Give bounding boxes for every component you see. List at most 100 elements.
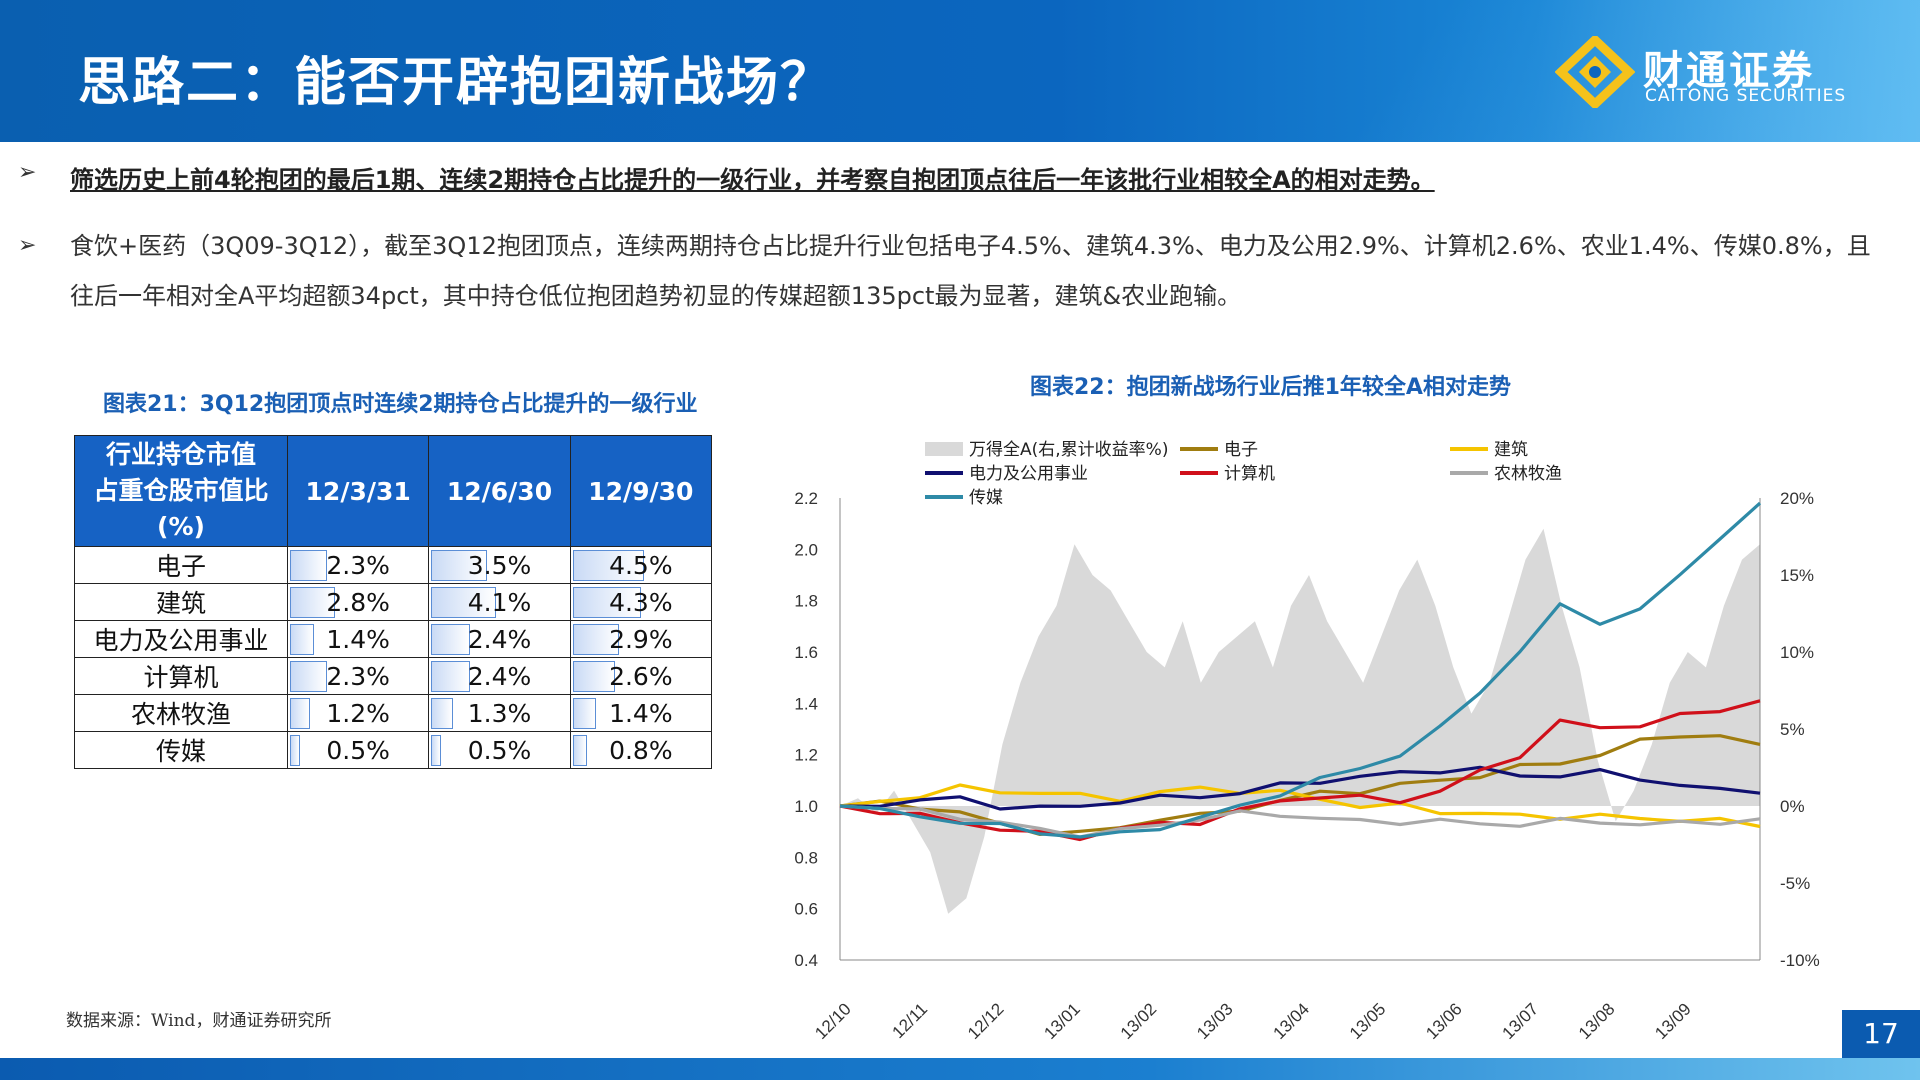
x-tick-label: 13/04 — [1269, 999, 1313, 1040]
data-bar — [290, 587, 336, 618]
bullet-text: 筛选历史上前4轮抱团的最后1期、连续2期持仓占比提升的一级行业，并考察自抱团顶点… — [70, 166, 1435, 194]
x-tick-label: 13/07 — [1499, 999, 1543, 1040]
value-cell: 2.4% — [428, 657, 571, 695]
data-bar — [431, 624, 471, 655]
legend-label: 传媒 — [969, 488, 1003, 508]
value-cell: 4.5% — [569, 546, 713, 584]
cell-value: 2.3% — [326, 661, 390, 691]
legend-label: 万得全A(右,累计收益率%) — [969, 440, 1168, 460]
value-cell: 0.5% — [428, 731, 571, 769]
data-bar — [431, 587, 497, 618]
cell-value: 4.1% — [467, 587, 532, 617]
value-cell: 1.2% — [286, 694, 430, 732]
value-cell: 4.3% — [569, 583, 713, 621]
data-bar — [572, 735, 587, 766]
y-tick-label: 1.6 — [794, 643, 818, 662]
bullet-arrow-icon: ➢ — [18, 233, 37, 258]
x-tick-label: 13/02 — [1117, 999, 1161, 1040]
cell-value: 4.5% — [609, 550, 673, 580]
y-tick-label: 0.6 — [794, 900, 818, 919]
industry-cell: 电子 — [74, 546, 288, 584]
industry-cell: 计算机 — [74, 657, 288, 695]
y2-tick-label: 15% — [1780, 566, 1814, 585]
logo-name-en: CAITONG SECURITIES — [1645, 86, 1847, 106]
data-source: 数据来源：Wind，财通证券研究所 — [66, 1011, 332, 1031]
y2-tick-label: -10% — [1780, 951, 1820, 970]
x-tick-label: 13/08 — [1575, 999, 1619, 1040]
logo-emblem-icon — [1555, 36, 1635, 108]
column-header: 12/3/31 — [286, 435, 430, 547]
data-bar — [290, 624, 314, 655]
data-bar — [431, 698, 454, 729]
x-tick-label: 13/06 — [1422, 999, 1466, 1040]
legend-label: 电力及公用事业 — [969, 464, 1088, 484]
cell-value: 2.9% — [609, 624, 673, 654]
cell-value: 2.6% — [609, 661, 673, 691]
data-bar — [572, 587, 641, 618]
data-bar — [431, 661, 471, 692]
header-line: 行业持仓市值 — [105, 440, 256, 469]
value-cell: 2.3% — [286, 657, 430, 695]
area-wande-all-a — [840, 528, 1760, 914]
header-line: 占重仓股市值比 — [93, 476, 269, 505]
x-tick-label: 12/10 — [811, 999, 855, 1040]
chart-title: 图表22：抱团新战场行业后推1年较全A相对走势 — [1030, 375, 1511, 400]
page-number: 17 — [1842, 1010, 1920, 1058]
value-cell: 1.4% — [569, 694, 713, 732]
table-row: 农林牧渔 1.2% 1.3% 1.4% — [74, 694, 713, 732]
legend-label: 计算机 — [1224, 464, 1275, 484]
series-line-2 — [839, 765, 1761, 811]
cell-value: 0.5% — [326, 735, 390, 765]
column-header: 12/6/30 — [428, 435, 571, 547]
company-logo: 财通证券 CAITONG SECURITIES — [1555, 36, 1855, 108]
value-cell: 2.3% — [286, 546, 430, 584]
bullet-text: 食饮+医药（3Q09-3Q12），截至3Q12抱团顶点，连续两期持仓占比提升行业… — [70, 232, 1871, 310]
column-header: 12/9/30 — [569, 435, 713, 547]
y-tick-label: 1.4 — [794, 694, 818, 713]
data-bar — [572, 550, 644, 581]
data-bar — [572, 661, 615, 692]
data-bar — [290, 735, 300, 766]
table-row: 传媒 0.5% 0.5% 0.8% — [74, 731, 713, 769]
x-tick-label: 13/09 — [1651, 999, 1695, 1040]
industry-cell: 电力及公用事业 — [74, 620, 288, 658]
y2-tick-label: 5% — [1780, 720, 1805, 739]
y2-tick-label: -5% — [1780, 874, 1810, 893]
cell-value: 3.5% — [467, 550, 532, 580]
y2-tick-label: 0% — [1780, 797, 1805, 816]
value-cell: 2.6% — [569, 657, 713, 695]
industry-cell: 传媒 — [74, 731, 288, 769]
value-cell: 2.4% — [428, 620, 571, 658]
table-row: 电子 2.3% 3.5% 4.5% — [74, 546, 713, 584]
y-tick-label: 1.0 — [794, 797, 818, 816]
cell-value: 1.3% — [467, 698, 532, 728]
cell-value: 2.4% — [467, 661, 532, 691]
header-bar: 思路二：能否开辟抱团新战场？ 财通证券 CAITONG SECURITIES — [0, 0, 1920, 142]
table-header-row: 行业持仓市值 占重仓股市值比 (%) 12/3/31 12/6/30 12/9/… — [74, 435, 713, 547]
cell-value: 0.5% — [467, 735, 532, 765]
value-cell: 0.5% — [286, 731, 430, 769]
series-line-3 — [839, 699, 1761, 842]
footer-bar — [0, 1058, 1920, 1080]
value-cell: 2.8% — [286, 583, 430, 621]
legend-label: 电子 — [1224, 440, 1258, 460]
header-line: (%) — [157, 512, 205, 541]
data-bar — [431, 550, 488, 581]
y-tick-label: 0.8 — [794, 848, 818, 867]
x-tick-label: 13/05 — [1346, 999, 1390, 1040]
x-tick-label: 12/11 — [889, 999, 932, 1040]
value-cell: 0.8% — [569, 731, 713, 769]
series-line-1 — [839, 783, 1761, 829]
value-cell: 3.5% — [428, 546, 571, 584]
y2-tick-label: 10% — [1780, 643, 1814, 662]
value-cell: 4.1% — [428, 583, 571, 621]
legend-label: 农林牧渔 — [1494, 464, 1562, 484]
data-bar — [572, 624, 620, 655]
cell-value: 4.3% — [609, 587, 673, 617]
series-line-5 — [839, 501, 1762, 839]
cell-value: 1.4% — [609, 698, 673, 728]
x-tick-label: 13/01 — [1040, 999, 1084, 1040]
logo-name-cn: 财通证券 — [1643, 48, 1815, 94]
table-header-industry: 行业持仓市值 占重仓股市值比 (%) — [74, 435, 288, 547]
data-bar — [431, 735, 442, 766]
